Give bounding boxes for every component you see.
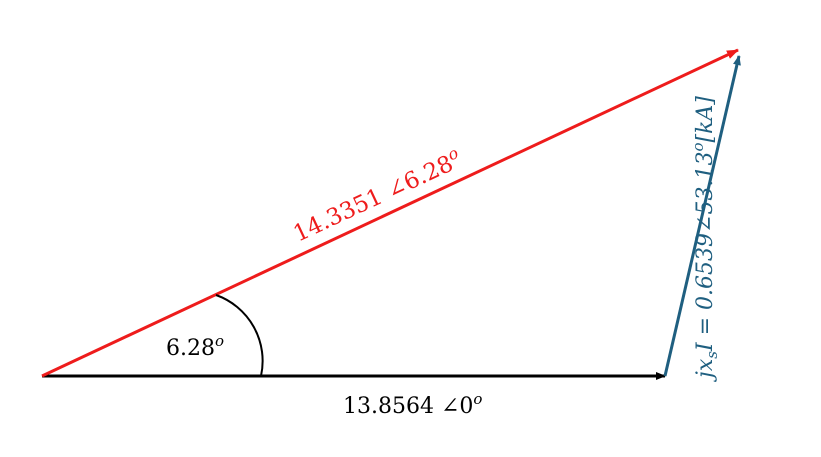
resultant-vector-label: 14.3351 ∠6.28o [288,143,466,247]
resultant-vector-arrow [41,48,739,378]
jxI-vector-label: jxsI = 0.6539∠53.13o[kA] [689,96,721,383]
angle-marker-label: 6.28o [166,332,224,361]
jxI-vector-arrow [663,55,741,377]
base-vector-label: 13.8564 ∠0o [343,390,482,419]
angle-arc [215,294,264,377]
